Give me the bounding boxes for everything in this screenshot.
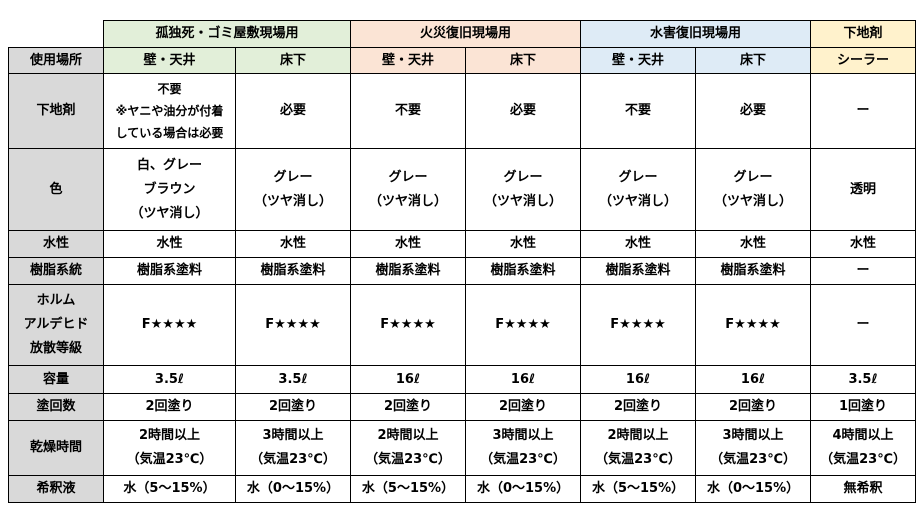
table-cell: 3時間以上 （気温23℃） [465, 420, 582, 476]
table-cell: 水（0～15%） [234, 475, 352, 503]
table-cell: 必要 [695, 73, 812, 149]
sub-header: 床下 [465, 47, 582, 74]
table-cell: 必要 [465, 73, 582, 149]
table-cell: 水性 [350, 230, 467, 258]
table-cell: 樹脂系塗料 [234, 257, 352, 285]
table-cell: 3.5ℓ [810, 365, 917, 394]
table-cell: 無希釈 [810, 475, 917, 503]
table-cell: 水（0～15%） [465, 475, 582, 503]
row-label: 水性 [8, 230, 104, 258]
table-cell: 2回塗り [350, 393, 467, 421]
table-row: 希釈液 水（5～15%） 水（0～15%） 水（5～15%） 水（0～15%） 水（5～1… [8, 475, 917, 503]
group-header: 下地剤 [810, 20, 917, 48]
table-cell: 2回塗り [695, 393, 812, 421]
table-cell: 4時間以上 （気温23℃） [810, 420, 917, 476]
table-cell: グレー （ツヤ消し） [350, 148, 467, 231]
table-cell: 水性 [234, 230, 352, 258]
sub-header: シーラー [810, 47, 917, 74]
spec-table: 孤独死・ゴミ屋敷現場用 火災復旧現場用 水害復旧現場用 下地剤 使用場所 壁・天井 床下 壁・… [8, 20, 917, 503]
table-cell: 水性 [465, 230, 582, 258]
row-label: 色 [8, 148, 104, 231]
table-cell: 樹脂系塗料 [465, 257, 582, 285]
row-label: ホルム アルデヒド 放散等級 [8, 284, 104, 366]
table-cell: 不要 [580, 73, 697, 149]
table-cell: グレー （ツヤ消し） [234, 148, 352, 231]
table-cell: F★★★★ [465, 284, 582, 366]
table-row: ホルム アルデヒド 放散等級 F★★★★ F★★★★ F★★★★ F★★★★ F★★★★ F… [8, 284, 917, 366]
table-cell: 水性 [103, 230, 236, 258]
table-row: 水性 水性 水性 水性 水性 水性 水性 水性 [8, 230, 917, 258]
table-cell: ー [810, 284, 917, 366]
table-row: 使用場所 壁・天井 床下 壁・天井 床下 壁・天井 床下 シーラー [8, 47, 917, 74]
sub-header: 床下 [695, 47, 812, 74]
table-cell: 水性 [695, 230, 812, 258]
table-cell: 水性 [810, 230, 917, 258]
row-label: 容量 [8, 365, 104, 394]
table-cell: 樹脂系塗料 [103, 257, 236, 285]
row-label: 乾燥時間 [8, 420, 104, 476]
table-cell: 白、グレー ブラウン （ツヤ消し） [103, 148, 236, 231]
table-cell: 不要 [350, 73, 467, 149]
table-cell: 2時間以上 （気温23℃） [350, 420, 467, 476]
row-label: 希釈液 [8, 475, 104, 503]
sub-header: 壁・天井 [580, 47, 697, 74]
table-cell: 水（5～15%） [580, 475, 697, 503]
table-cell: 3.5ℓ [234, 365, 352, 394]
group-header: 水害復旧現場用 [580, 20, 812, 48]
table-cell: 1回塗り [810, 393, 917, 421]
table-cell: 3時間以上 （気温23℃） [695, 420, 812, 476]
table-cell: 3.5ℓ [103, 365, 236, 394]
table-cell: グレー （ツヤ消し） [695, 148, 812, 231]
table-cell: F★★★★ [580, 284, 697, 366]
table-cell: 水（5～15%） [103, 475, 236, 503]
table-cell: 水（5～15%） [350, 475, 467, 503]
table-cell: 2回塗り [103, 393, 236, 421]
table-cell: F★★★★ [350, 284, 467, 366]
table-cell: 2回塗り [465, 393, 582, 421]
table-cell: 樹脂系塗料 [580, 257, 697, 285]
sub-header: 壁・天井 [350, 47, 467, 74]
table-cell: 樹脂系塗料 [350, 257, 467, 285]
table-row: 色白、グレー ブラウン （ツヤ消し） グレー （ツヤ消し） グレー （ツヤ消し） グレ… [8, 148, 917, 231]
corner [8, 20, 104, 48]
group-header: 火災復旧現場用 [350, 20, 582, 48]
table-row: 樹脂系統 樹脂系塗料 樹脂系塗料 樹脂系塗料 樹脂系塗料 樹脂系塗料 樹脂系塗料ー [8, 257, 917, 285]
table-cell: 不要 ※ヤニや油分が付着 している場合は必要 [103, 73, 236, 149]
table-row: 塗回数 2回塗り 2回塗り 2回塗り 2回塗り 2回塗り 2回塗り 1回塗り [8, 393, 917, 421]
group-header: 孤独死・ゴミ屋敷現場用 [102, 20, 352, 48]
table-cell: 2時間以上 （気温23℃） [580, 420, 697, 476]
table-row: 孤独死・ゴミ屋敷現場用 火災復旧現場用 水害復旧現場用 下地剤 [8, 20, 917, 48]
table-cell: 2回塗り [234, 393, 352, 421]
table-row: 容量 3.5ℓ 3.5ℓ 16ℓ 16ℓ 16ℓ 16ℓ 3.5ℓ [8, 365, 917, 394]
table-cell: F★★★★ [234, 284, 352, 366]
table-row: 下地剤 不要 ※ヤニや油分が付着 している場合は必要 必要 不要 必要 不要 必要ー [8, 73, 917, 149]
table-cell: 16ℓ [695, 365, 812, 394]
table-cell: 透明 [810, 148, 917, 231]
table-cell: 水（0～15%） [695, 475, 812, 503]
table-cell: 16ℓ [350, 365, 467, 394]
table-cell: F★★★★ [103, 284, 236, 366]
sub-header: 床下 [234, 47, 352, 74]
table-cell: F★★★★ [695, 284, 812, 366]
table-cell: 必要 [234, 73, 352, 149]
row-label: 使用場所 [8, 47, 104, 74]
table-cell: グレー （ツヤ消し） [465, 148, 582, 231]
table-cell: 16ℓ [580, 365, 697, 394]
sub-header: 壁・天井 [103, 47, 236, 74]
table-cell: 2時間以上 （気温23℃） [103, 420, 236, 476]
table-cell: 16ℓ [465, 365, 582, 394]
table-cell: ー [810, 73, 917, 149]
table-cell: 樹脂系塗料 [695, 257, 812, 285]
table-cell: 水性 [580, 230, 697, 258]
row-label: 下地剤 [8, 73, 104, 149]
table-cell: 3時間以上 （気温23℃） [234, 420, 352, 476]
table-cell: ー [810, 257, 917, 285]
table-body: 孤独死・ゴミ屋敷現場用 火災復旧現場用 水害復旧現場用 下地剤 使用場所 壁・天井 床下 壁・… [8, 20, 917, 503]
row-label: 塗回数 [8, 393, 104, 421]
row-label: 樹脂系統 [8, 257, 104, 285]
table-row: 乾燥時間 2時間以上 （気温23℃） 3時間以上 （気温23℃） 2時間以上 （気温2… [8, 420, 917, 476]
table-cell: 2回塗り [580, 393, 697, 421]
table-cell: グレー （ツヤ消し） [580, 148, 697, 231]
